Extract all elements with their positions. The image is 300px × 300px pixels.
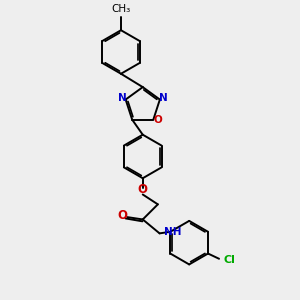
Text: N: N [118, 93, 127, 103]
Text: CH₃: CH₃ [111, 4, 130, 14]
Text: O: O [138, 183, 148, 196]
Text: NH: NH [164, 227, 182, 237]
Text: N: N [159, 93, 168, 103]
Text: O: O [117, 209, 128, 222]
Text: O: O [153, 115, 162, 125]
Text: Cl: Cl [224, 255, 236, 265]
